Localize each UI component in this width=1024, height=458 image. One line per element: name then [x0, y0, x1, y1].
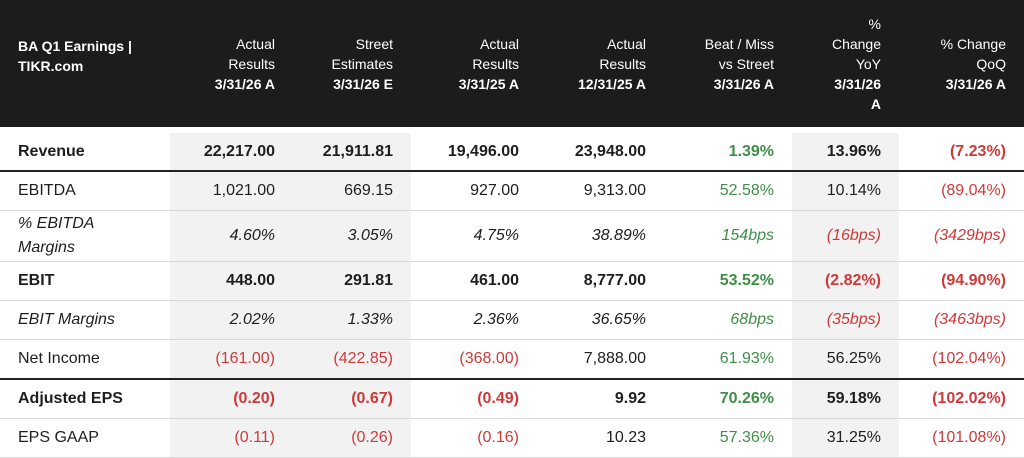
table-cell: 1,021.00 [170, 171, 293, 211]
column-header-change-qoq: % Change QoQ 3/31/26 A [899, 0, 1024, 127]
table-cell: (368.00) [411, 339, 537, 380]
table-cell: 10.14% [792, 171, 899, 211]
title-source: TIKR.com [18, 57, 84, 74]
table-cell: 291.81 [293, 261, 411, 301]
table-row: Adjusted EPS (0.20) (0.67) (0.49) 9.92 7… [0, 379, 1024, 419]
table-cell: 56.25% [792, 339, 899, 380]
table-cell: (35bps) [792, 300, 899, 340]
table-cell: 10.23 [537, 418, 664, 458]
table-row: % EBITDA Margins 4.60% 3.05% 4.75% 38.89… [0, 210, 1024, 262]
table-title: BA Q1 Earnings | TIKR.com [0, 0, 170, 127]
row-label: EPS GAAP [0, 418, 170, 458]
table-cell: (102.04%) [899, 339, 1024, 380]
table-cell: 19,496.00 [411, 133, 537, 172]
table-cell: 8,777.00 [537, 261, 664, 301]
table-cell: (16bps) [792, 210, 899, 262]
table-cell: 461.00 [411, 261, 537, 301]
row-label: EBIT [0, 261, 170, 301]
table-cell: (161.00) [170, 339, 293, 380]
table-cell: 52.58% [664, 171, 792, 211]
table-cell: (0.49) [411, 379, 537, 419]
table-cell: (89.04%) [899, 171, 1024, 211]
table-cell: (2.82%) [792, 261, 899, 301]
row-label: EBIT Margins [0, 300, 170, 340]
table-header-row: BA Q1 Earnings | TIKR.com Actual Results… [0, 0, 1024, 127]
table-cell: 38.89% [537, 210, 664, 262]
table-cell: 57.36% [664, 418, 792, 458]
table-cell: (0.20) [170, 379, 293, 419]
table-cell: 1.39% [664, 133, 792, 172]
table-cell: 31.25% [792, 418, 899, 458]
table-cell: 9.92 [537, 379, 664, 419]
table-row: Net Income (161.00) (422.85) (368.00) 7,… [0, 339, 1024, 380]
table-cell: 23,948.00 [537, 133, 664, 172]
table-cell: 61.93% [664, 339, 792, 380]
table-cell: 68bps [664, 300, 792, 340]
table-cell: 59.18% [792, 379, 899, 419]
table-cell: 2.02% [170, 300, 293, 340]
row-label: EBITDA [0, 171, 170, 211]
table-cell: 2.36% [411, 300, 537, 340]
table-cell: (0.67) [293, 379, 411, 419]
table-cell: (3463bps) [899, 300, 1024, 340]
column-header-street-estimates: Street Estimates 3/31/26 E [293, 0, 411, 127]
column-header-actual-q1-26: Actual Results 3/31/26 A [170, 0, 293, 127]
column-header-change-yoy: % Change YoY 3/31/26 A [792, 0, 899, 127]
table-cell: 7,888.00 [537, 339, 664, 380]
table-cell: (7.23%) [899, 133, 1024, 172]
column-header-beat-miss: Beat / Miss vs Street 3/31/26 A [664, 0, 792, 127]
table-cell: 669.15 [293, 171, 411, 211]
table-cell: 448.00 [170, 261, 293, 301]
table-cell: (422.85) [293, 339, 411, 380]
table-cell: 4.75% [411, 210, 537, 262]
table-row: EBITDA 1,021.00 669.15 927.00 9,313.00 5… [0, 171, 1024, 211]
row-label: % EBITDA Margins [0, 210, 170, 262]
table-cell: (3429bps) [899, 210, 1024, 262]
table-cell: 154bps [664, 210, 792, 262]
table-cell: 21,911.81 [293, 133, 411, 172]
table-row: EBIT Margins 2.02% 1.33% 2.36% 36.65% 68… [0, 300, 1024, 340]
table-cell: 36.65% [537, 300, 664, 340]
table-cell: 1.33% [293, 300, 411, 340]
table-cell: 13.96% [792, 133, 899, 172]
row-label: Revenue [0, 133, 170, 172]
row-label: Net Income [0, 339, 170, 380]
column-header-actual-q1-25: Actual Results 3/31/25 A [411, 0, 537, 127]
table-cell: (0.26) [293, 418, 411, 458]
table-cell: 4.60% [170, 210, 293, 262]
table-row: Revenue 22,217.00 21,911.81 19,496.00 23… [0, 133, 1024, 172]
table-cell: 53.52% [664, 261, 792, 301]
table-cell: 927.00 [411, 171, 537, 211]
row-label: Adjusted EPS [0, 379, 170, 419]
column-header-actual-q4-25: Actual Results 12/31/25 A [537, 0, 664, 127]
table-cell: 70.26% [664, 379, 792, 419]
title-line-1: BA Q1 Earnings | [18, 37, 132, 54]
table-cell: (102.02%) [899, 379, 1024, 419]
table-cell: (94.90%) [899, 261, 1024, 301]
table-cell: (101.08%) [899, 418, 1024, 458]
table-cell: 3.05% [293, 210, 411, 262]
table-row: EBIT 448.00 291.81 461.00 8,777.00 53.52… [0, 261, 1024, 301]
table-cell: (0.11) [170, 418, 293, 458]
table-cell: 9,313.00 [537, 171, 664, 211]
table-cell: 22,217.00 [170, 133, 293, 172]
table-cell: (0.16) [411, 418, 537, 458]
table-row: EPS GAAP (0.11) (0.26) (0.16) 10.23 57.3… [0, 418, 1024, 458]
